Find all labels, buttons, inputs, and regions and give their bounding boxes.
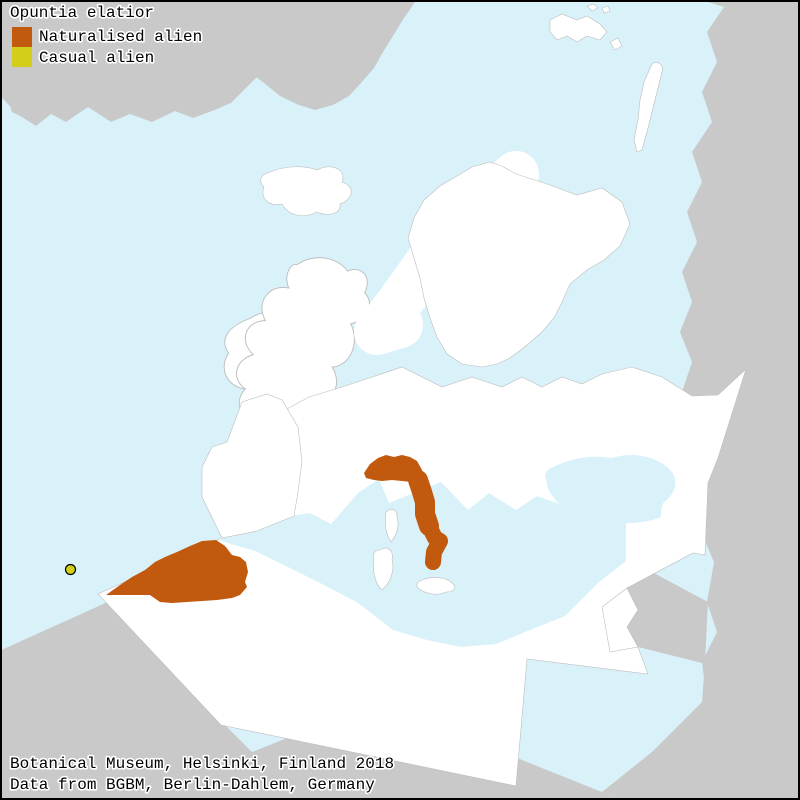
svg-text:Casual alien: Casual alien bbox=[39, 49, 154, 67]
svg-text:Botanical Museum, Helsinki, Fi: Botanical Museum, Helsinki, Finland 2018 bbox=[10, 755, 394, 773]
svg-text:Data from BGBM, Berlin-Dahlem,: Data from BGBM, Berlin-Dahlem, Germany bbox=[10, 776, 375, 794]
svg-text:Opuntia elatior: Opuntia elatior bbox=[10, 4, 154, 22]
svg-text:Naturalised alien: Naturalised alien bbox=[39, 28, 202, 46]
